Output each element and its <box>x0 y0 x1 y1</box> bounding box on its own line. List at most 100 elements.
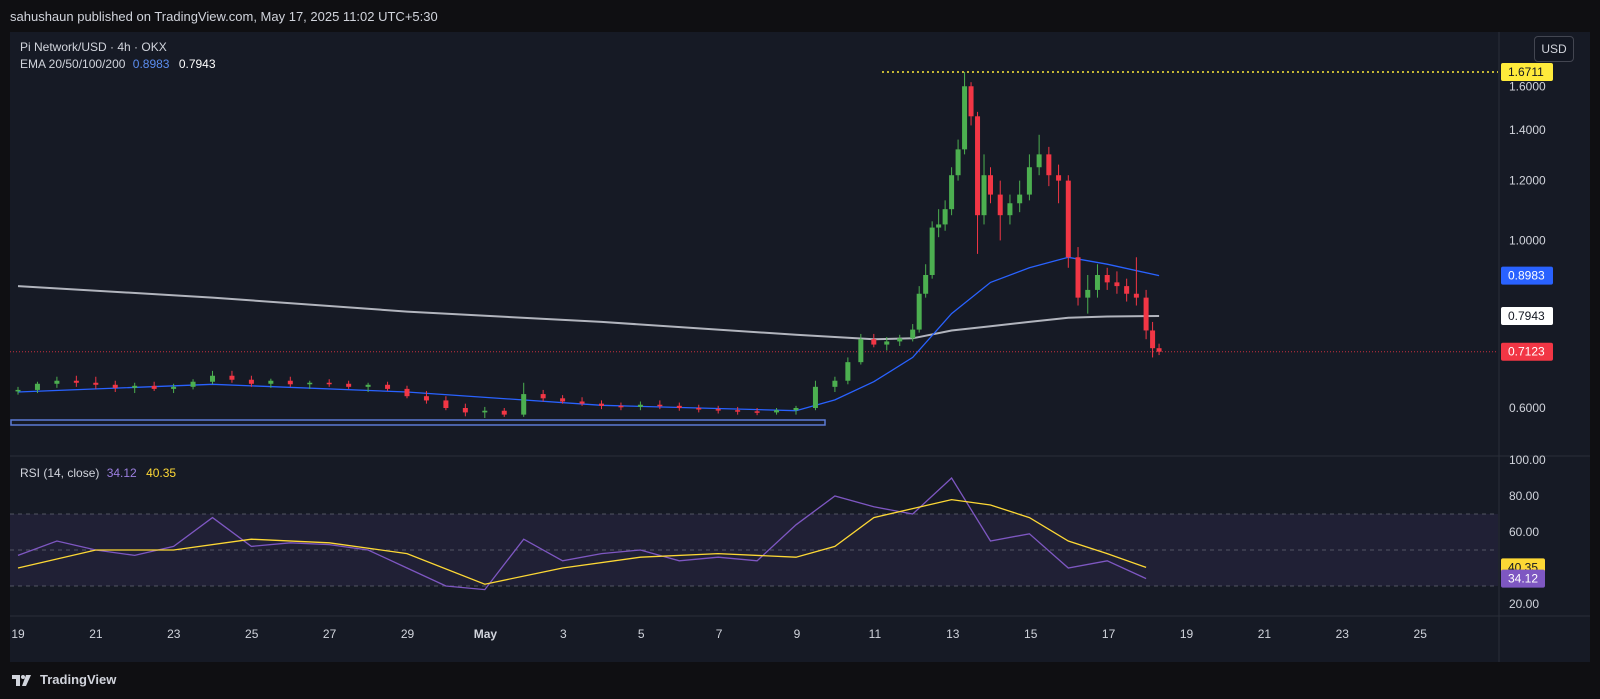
candle-body <box>936 224 942 228</box>
time-axis-label: 19 <box>11 627 25 641</box>
candle <box>190 379 196 390</box>
candle-body <box>942 209 948 225</box>
candle-body <box>171 386 177 389</box>
currency-button[interactable]: USD <box>1534 36 1574 62</box>
brand-label: TradingView <box>40 672 117 687</box>
candle-body <box>229 375 235 380</box>
rsi-axis-value-label-bg <box>1501 569 1545 588</box>
candle-body <box>1075 257 1081 298</box>
candle <box>774 408 780 415</box>
candle-body <box>968 86 974 117</box>
candle <box>1036 134 1042 176</box>
candle <box>423 390 429 404</box>
candle-body <box>812 386 818 408</box>
candle-body <box>897 338 903 342</box>
candle <box>151 381 157 391</box>
candle <box>1114 271 1120 294</box>
candle <box>981 154 987 225</box>
candle-body <box>1007 203 1013 216</box>
rsi-title: RSI (14, close) <box>20 466 100 480</box>
candle <box>715 405 721 414</box>
candle-body <box>346 383 352 387</box>
price-axis-label: 1.2000 <box>1509 174 1546 188</box>
candle <box>540 389 546 402</box>
time-axis-label: 11 <box>869 627 882 641</box>
chart-frame[interactable]: 1.6000 1.4000 1.2000 1.0000 0.6000 1.6711 0.89… <box>10 32 1590 662</box>
candle-body <box>15 389 21 392</box>
candle <box>832 376 838 392</box>
candle-body <box>34 383 40 390</box>
candle <box>93 376 99 389</box>
time-axis-label: 21 <box>89 627 103 641</box>
time-axis-label: 23 <box>167 627 181 641</box>
candle <box>949 167 955 216</box>
rsi-axis-value-label: 34.12 <box>1508 572 1538 586</box>
candle-body <box>112 384 118 388</box>
candle <box>1046 146 1052 187</box>
candle <box>871 333 877 348</box>
time-axis-label: 29 <box>401 627 415 641</box>
candle <box>404 385 410 399</box>
high-price-label: 1.6711 <box>1508 65 1544 79</box>
ema-blue-price-label-bg <box>1501 266 1553 285</box>
time-axis-label: 15 <box>1024 627 1038 641</box>
ema-blue-line <box>17 256 1160 412</box>
candle <box>462 403 468 417</box>
candle <box>482 406 488 418</box>
candle <box>618 402 624 411</box>
candle-body <box>1056 175 1062 181</box>
candle <box>268 378 274 388</box>
candle <box>34 381 40 394</box>
candle-body <box>871 339 877 345</box>
publish-header: sahushaun published on TradingView.com, … <box>0 0 1600 32</box>
candle <box>910 324 916 342</box>
candle-body <box>579 401 585 404</box>
ema-legend[interactable]: EMA 20/50/100/200 0.8983 0.7943 <box>20 57 216 71</box>
candle-body <box>884 341 890 345</box>
rsi-legend[interactable]: RSI (14, close) 34.12 40.35 <box>20 466 176 480</box>
candle <box>962 72 968 155</box>
candle <box>443 396 449 411</box>
candle-body <box>637 404 643 407</box>
candle <box>287 376 293 387</box>
time-axis-label: 21 <box>1258 627 1272 641</box>
candle-body <box>1143 297 1149 331</box>
candle-body <box>190 381 196 387</box>
candle <box>15 386 21 395</box>
candle-body <box>287 380 293 385</box>
candle-body <box>1156 348 1162 352</box>
candle-body <box>715 409 721 411</box>
candle-body <box>365 384 371 387</box>
candle <box>1104 267 1110 290</box>
candle <box>955 139 961 181</box>
time-axis-label: 9 <box>794 627 801 641</box>
candle-body <box>443 400 449 408</box>
candle <box>845 357 851 385</box>
ema-value-white: 0.7943 <box>178 57 216 71</box>
candle <box>385 381 391 391</box>
rsi-axis-label: 20.00 <box>1509 597 1539 611</box>
rsi-line <box>17 476 1147 591</box>
last-price-label-bg <box>1501 342 1553 361</box>
candle-body <box>54 380 60 384</box>
rsi-axis-label: 60.00 <box>1509 525 1539 539</box>
candle <box>1007 194 1013 225</box>
candle-body <box>1114 282 1120 287</box>
symbol-title[interactable]: Pi Network/USD · 4h · OKX <box>20 40 167 54</box>
candle-body <box>73 380 79 383</box>
candle <box>579 397 585 406</box>
tradingview-brand[interactable]: TradingView <box>12 672 116 687</box>
candle <box>858 333 864 365</box>
candle-body <box>916 293 922 330</box>
candle <box>1075 247 1081 306</box>
rsi-axis-label: 80.00 <box>1509 489 1539 503</box>
candle-body <box>910 329 916 339</box>
candle <box>1143 289 1149 340</box>
candle-body <box>1036 154 1042 168</box>
time-axis-label: 13 <box>946 627 960 641</box>
chart-canvas[interactable]: 1.6000 1.4000 1.2000 1.0000 0.6000 1.6711 0.89… <box>10 32 1590 662</box>
price-axis-label: 0.6000 <box>1509 401 1546 415</box>
candle <box>73 375 79 387</box>
candle-body <box>754 411 760 413</box>
candle <box>1156 343 1162 356</box>
